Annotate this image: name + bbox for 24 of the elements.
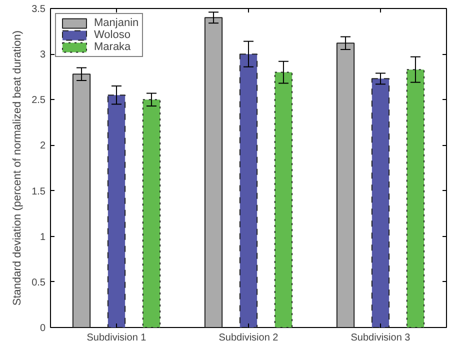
y-axis-title: Standard deviation (percent of normalized beat duration) bbox=[12, 30, 24, 306]
bar bbox=[239, 54, 258, 328]
bar bbox=[72, 74, 91, 328]
legend-label: Manjanin bbox=[94, 17, 139, 29]
x-tick-label: Subdivision 1 bbox=[86, 332, 147, 344]
bar bbox=[142, 99, 161, 328]
bar bbox=[274, 72, 293, 328]
y-tick-label: 0 bbox=[40, 323, 46, 334]
y-tick-label: 2.5 bbox=[32, 95, 46, 106]
y-tick-label: 1 bbox=[40, 232, 46, 243]
bar bbox=[371, 78, 390, 328]
legend-label: Maraka bbox=[94, 41, 131, 53]
y-tick-label: 0.5 bbox=[32, 277, 46, 288]
bar bbox=[406, 69, 425, 328]
bar bbox=[204, 17, 223, 328]
bar bbox=[107, 94, 126, 328]
y-tick-label: 2 bbox=[40, 140, 46, 152]
bar bbox=[336, 42, 355, 328]
x-tick-label: Subdivision 3 bbox=[350, 332, 411, 344]
y-tick-label: 1.5 bbox=[32, 186, 46, 198]
y-tick-label: 3.5 bbox=[32, 4, 46, 15]
legend-label: Woloso bbox=[94, 29, 130, 41]
x-tick-label: Subdivision 2 bbox=[218, 332, 279, 344]
y-tick-label: 3 bbox=[40, 50, 46, 61]
